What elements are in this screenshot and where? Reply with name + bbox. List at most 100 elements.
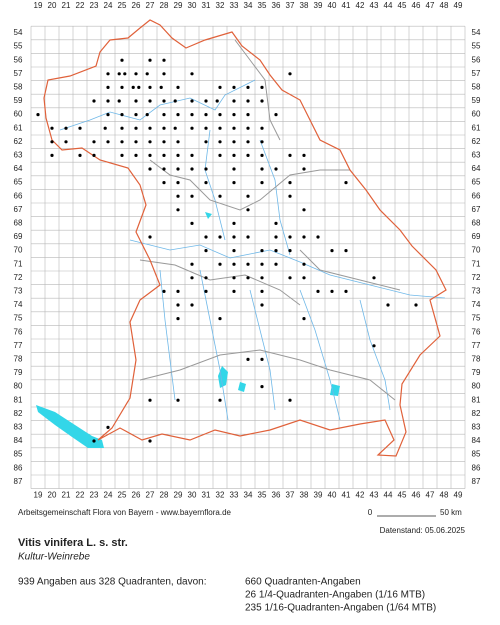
column-label: 31 [202,1,211,10]
occurrence-dot [190,221,194,225]
occurrence-dot [204,99,208,103]
occurrence-dot [106,140,110,144]
column-label: 34 [244,491,253,500]
column-label: 20 [48,1,57,10]
occurrence-dot [106,72,110,76]
column-label: 40 [328,1,337,10]
column-label: 45 [398,1,407,10]
occurrence-dot [246,99,250,103]
occurrence-dot [260,385,264,389]
occurrence-dot [246,140,250,144]
column-label: 25 [118,1,127,10]
column-label: 21 [62,491,71,500]
occurrence-dot [190,99,194,103]
occurrence-dot [120,126,124,130]
row-label: 73 [14,287,23,296]
lake-constance [36,405,104,448]
column-label: 47 [426,491,435,500]
occurrence-dot [106,113,110,117]
occurrence-dot [148,167,152,171]
river [249,289,276,411]
column-label: 36 [272,491,281,500]
column-label: 36 [272,1,281,10]
occurrence-dot [260,276,264,280]
occurrence-dot [232,235,236,239]
column-label: 42 [356,491,365,500]
lake [205,212,212,219]
row-label: 59 [472,96,481,105]
column-label: 35 [258,491,267,500]
occurrence-dot [134,99,138,103]
occurrence-dot [260,289,264,293]
occurrence-dot [260,357,264,361]
row-label: 67 [472,205,481,214]
occurrence-dot [176,181,180,185]
column-label: 38 [300,1,309,10]
row-label: 70 [472,246,481,255]
occurrence-dot [288,249,292,253]
occurrence-dot [204,249,208,253]
state-border [43,19,447,457]
occurrence-dot [148,398,152,402]
row-label: 63 [472,151,481,160]
occurrence-dot [218,194,222,198]
occurrence-dot [274,167,278,171]
row-label: 66 [472,191,481,200]
occurrence-dot [260,140,264,144]
district-boundary [149,159,350,211]
occurrence-dot [344,181,348,185]
occurrence-dot [316,235,320,239]
row-label: 76 [472,327,481,336]
column-label: 48 [440,1,449,10]
river [199,269,229,421]
occurrence-dot [260,262,264,266]
occurrence-dot [302,276,306,280]
row-label: 54 [472,28,481,37]
occurrence-dot [134,126,138,130]
row-label: 87 [14,477,23,486]
column-label: 23 [90,491,99,500]
row-label: 86 [472,463,481,472]
occurrence-dot [190,262,194,266]
credit: Arbeitsgemeinschaft Flora von Bayern - w… [18,508,232,517]
column-label: 24 [104,491,113,500]
occurrence-dot [246,235,250,239]
row-label: 85 [14,450,23,459]
occurrence-dot [302,262,306,266]
occurrence-dot [218,398,222,402]
row-label: 54 [14,28,23,37]
row-label: 85 [472,450,481,459]
occurrence-dot [232,140,236,144]
river [359,299,391,411]
row-label: 73 [472,287,481,296]
occurrence-dot [246,85,250,89]
river [159,269,176,401]
occurrence-dot [64,126,68,130]
occurrence-dot [145,72,149,76]
occurrence-dot [218,126,222,130]
occurrence-dot [148,85,152,89]
summary-line: 235 1/16-Quadranten-Angaben (1/64 MTB) [245,603,436,614]
occurrence-dot [120,113,124,117]
occurrence-dot [274,262,278,266]
row-label: 62 [472,137,481,146]
occurrence-dot [288,235,292,239]
occurrence-dot [176,167,180,171]
row-label: 87 [472,477,481,486]
occurrence-dot [232,221,236,225]
occurrence-dot [92,153,96,157]
occurrence-dot [176,140,180,144]
occurrence-dot [288,194,292,198]
row-label: 79 [472,368,481,377]
column-label: 41 [342,491,351,500]
occurrence-dot [218,140,222,144]
occurrence-dot [260,181,264,185]
occurrence-dot [190,153,194,157]
row-label: 81 [14,395,23,404]
occurrence-dot [176,398,180,402]
occurrence-dot [246,194,250,198]
row-label: 80 [14,382,23,391]
column-label: 32 [216,1,225,10]
row-label: 55 [472,42,481,51]
occurrence-dot [260,153,264,157]
